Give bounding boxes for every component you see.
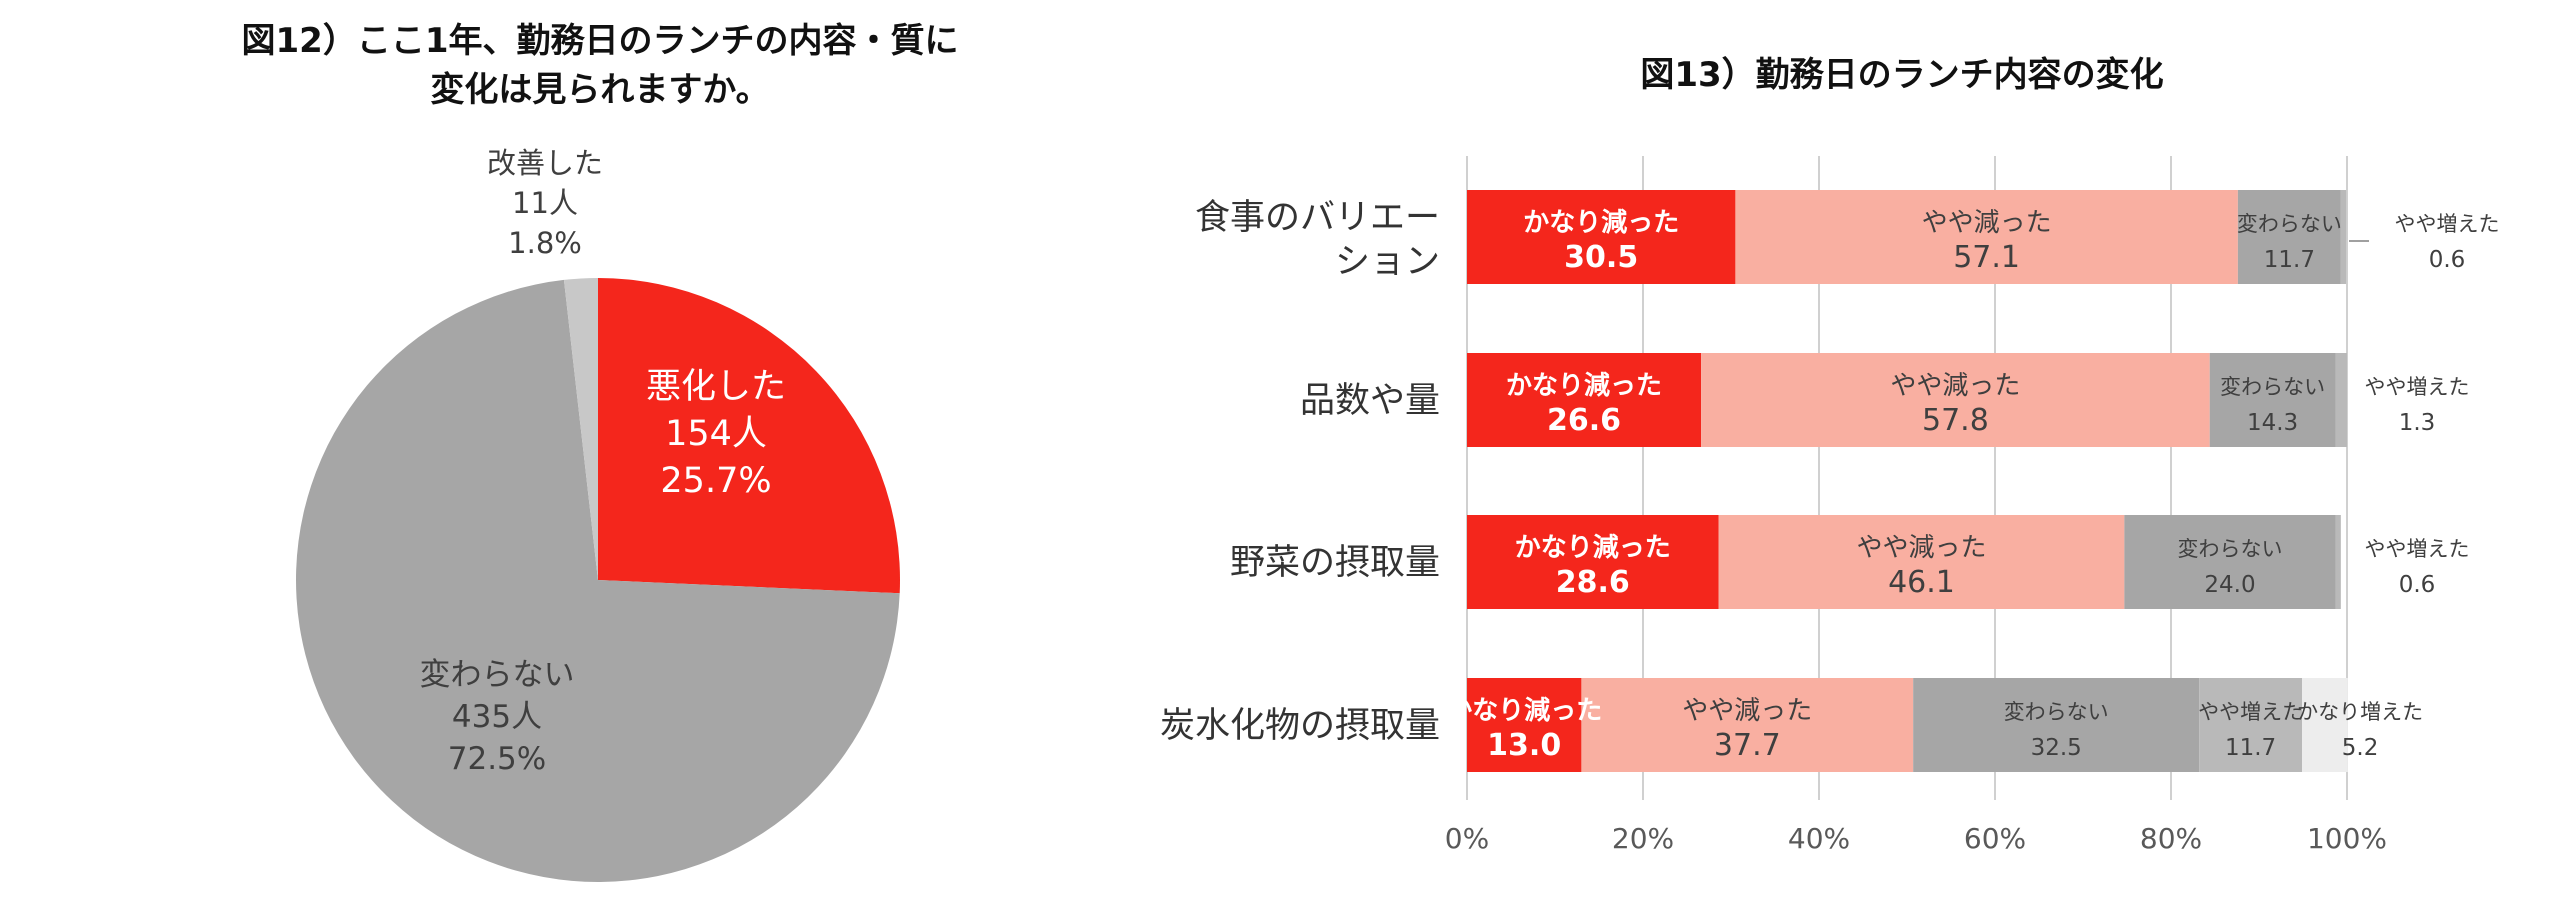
pie-slice-label-1-0: 変わらない [420, 657, 575, 693]
x-tick-label-2: 40% [1788, 822, 1850, 855]
bar-series-label-2-0: かなり減った [1515, 533, 1671, 563]
bar-segment-2-3 [2335, 515, 2341, 609]
pie-slice-2 [563, 278, 598, 580]
x-tick-label-1: 20% [1612, 822, 1674, 855]
category-label-0-1: ション [1335, 242, 1440, 282]
bar-series-label-0-0: かなり減った [1523, 208, 1679, 238]
bar-series-label-2-3: やや増えた [2365, 537, 2470, 561]
bar-segment-3-0 [1467, 678, 1582, 772]
pie-title-line-1: 図12）ここ1年、勤務日のランチの内容・質に [242, 21, 959, 61]
bar-series-label-3-1: やや減った [1682, 696, 1812, 726]
bar-value-label-2-1: 46.1 [1888, 565, 1955, 600]
bar-chart-title: 図13）勤務日のランチ内容の変化 [1640, 55, 2163, 95]
bar-segment-1-0 [1467, 353, 1702, 447]
pie-labels: 悪化した 154人 25.7% 変わらない 435人 72.5% 改善した 11人 1.8% [420, 146, 787, 777]
bar-value-label-1-3: 1.3 [2399, 410, 2436, 436]
bar-segment-0-0 [1467, 190, 1736, 284]
pie-slice-label-2-0: 改善した [487, 146, 603, 180]
bar-value-label-2-3: 0.6 [2399, 572, 2436, 598]
category-label-1-0: 品数や量 [1300, 381, 1440, 421]
pie-slice-label-1-1: 435人 [452, 699, 542, 735]
bar-series-label-0-3: やや増えた [2395, 212, 2500, 236]
bar-segment-3-4 [2302, 678, 2348, 772]
bar-series-label-2-1: やや減った [1856, 533, 1986, 563]
pie-slice-label-0-2: 25.7% [660, 461, 771, 501]
bar-segment-1-3 [2335, 353, 2347, 447]
bar-segment-0-1 [1735, 190, 2238, 284]
bar-value-label-0-0: 30.5 [1564, 240, 1638, 275]
bar-value-label-1-2: 14.3 [2247, 410, 2298, 436]
bar-value-label-3-2: 32.5 [2031, 735, 2082, 761]
bar-series-label-3-0: かなり減った [1446, 696, 1602, 726]
bar-series-label-2-2: 変わらない [2178, 537, 2283, 561]
bar-value-label-2-2: 24.0 [2204, 572, 2255, 598]
bar-segment-0-2 [2237, 190, 2341, 284]
bar-segment-3-2 [1913, 678, 2200, 772]
bar-segment-1-2 [2209, 353, 2336, 447]
pie-slice-label-2-2: 1.8% [508, 226, 582, 260]
x-tick-label-0: 0% [1445, 822, 1489, 855]
bar-series-label-1-1: やや減った [1890, 371, 2020, 401]
bar-segment-0-3 [2340, 190, 2347, 284]
x-tick-label-5: 100% [2307, 822, 2387, 855]
pie-slice-label-0-1: 154人 [665, 414, 767, 454]
x-tick-label-3: 60% [1964, 822, 2026, 855]
pie-slices [296, 278, 901, 883]
bar-value-label-1-1: 57.8 [1922, 403, 1989, 438]
bar-series-label-1-0: かなり減った [1506, 371, 1662, 401]
bar-series-label-0-1: やや減った [1922, 208, 2052, 238]
bar-value-label-0-2: 11.7 [2264, 247, 2315, 273]
pie-slice-0 [598, 278, 901, 594]
bar-value-label-3-0: 13.0 [1487, 728, 1561, 763]
category-label-2-0: 野菜の摂取量 [1230, 543, 1440, 583]
bar-segment-3-1 [1581, 678, 1914, 772]
bar-segment-3-3 [2199, 678, 2303, 772]
bar-segment-2-0 [1467, 515, 1719, 609]
category-label-0-0: 食事のバリエー [1195, 198, 1440, 238]
stacked-bar-chart: 図13）勤務日のランチ内容の変化 かなり減った30.5やや減った57.1変わらな… [1160, 55, 2500, 855]
pie-chart: 図12）ここ1年、勤務日のランチの内容・質に 変化は見られますか。 悪化した 15… [242, 21, 959, 883]
bar-value-label-3-1: 37.7 [1714, 728, 1781, 763]
pie-slice-label-1-2: 72.5% [448, 741, 546, 777]
bar-value-label-1-0: 26.6 [1547, 403, 1621, 438]
x-tick-label-4: 80% [2140, 822, 2202, 855]
bar-series-label-3-2: 変わらない [2004, 700, 2109, 724]
bar-segments: かなり減った30.5やや減った57.1変わらない11.7やや増えた0.6かなり減… [1446, 190, 2500, 772]
x-axis-ticks: 0% 20% 40% 60% 80% 100% [1445, 822, 2387, 855]
bar-segment-2-2 [2124, 515, 2336, 609]
bar-value-label-2-0: 28.6 [1556, 565, 1630, 600]
bar-value-label-0-3: 0.6 [2429, 247, 2466, 273]
bar-series-label-0-2: 変わらない [2237, 212, 2342, 236]
bar-segment-1-1 [1701, 353, 2210, 447]
bar-series-label-3-4: かなり増えた [2297, 700, 2423, 724]
bar-value-label-0-1: 57.1 [1953, 240, 2020, 275]
bar-value-label-3-4: 5.2 [2342, 735, 2379, 761]
bar-segment-2-1 [1718, 515, 2125, 609]
category-label-3-0: 炭水化物の摂取量 [1160, 706, 1440, 746]
bar-series-label-1-2: 変わらない [2220, 375, 2325, 399]
bar-series-label-3-3: やや増えた [2198, 700, 2303, 724]
bar-series-label-1-3: やや増えた [2365, 375, 2470, 399]
pie-slice-1 [296, 279, 900, 883]
bar-value-label-3-3: 11.7 [2225, 735, 2276, 761]
pie-slice-label-2-1: 11人 [512, 186, 578, 220]
pie-title-line-2: 変化は見られますか。 [430, 70, 769, 110]
pie-slice-label-0-0: 悪化した [646, 367, 786, 407]
